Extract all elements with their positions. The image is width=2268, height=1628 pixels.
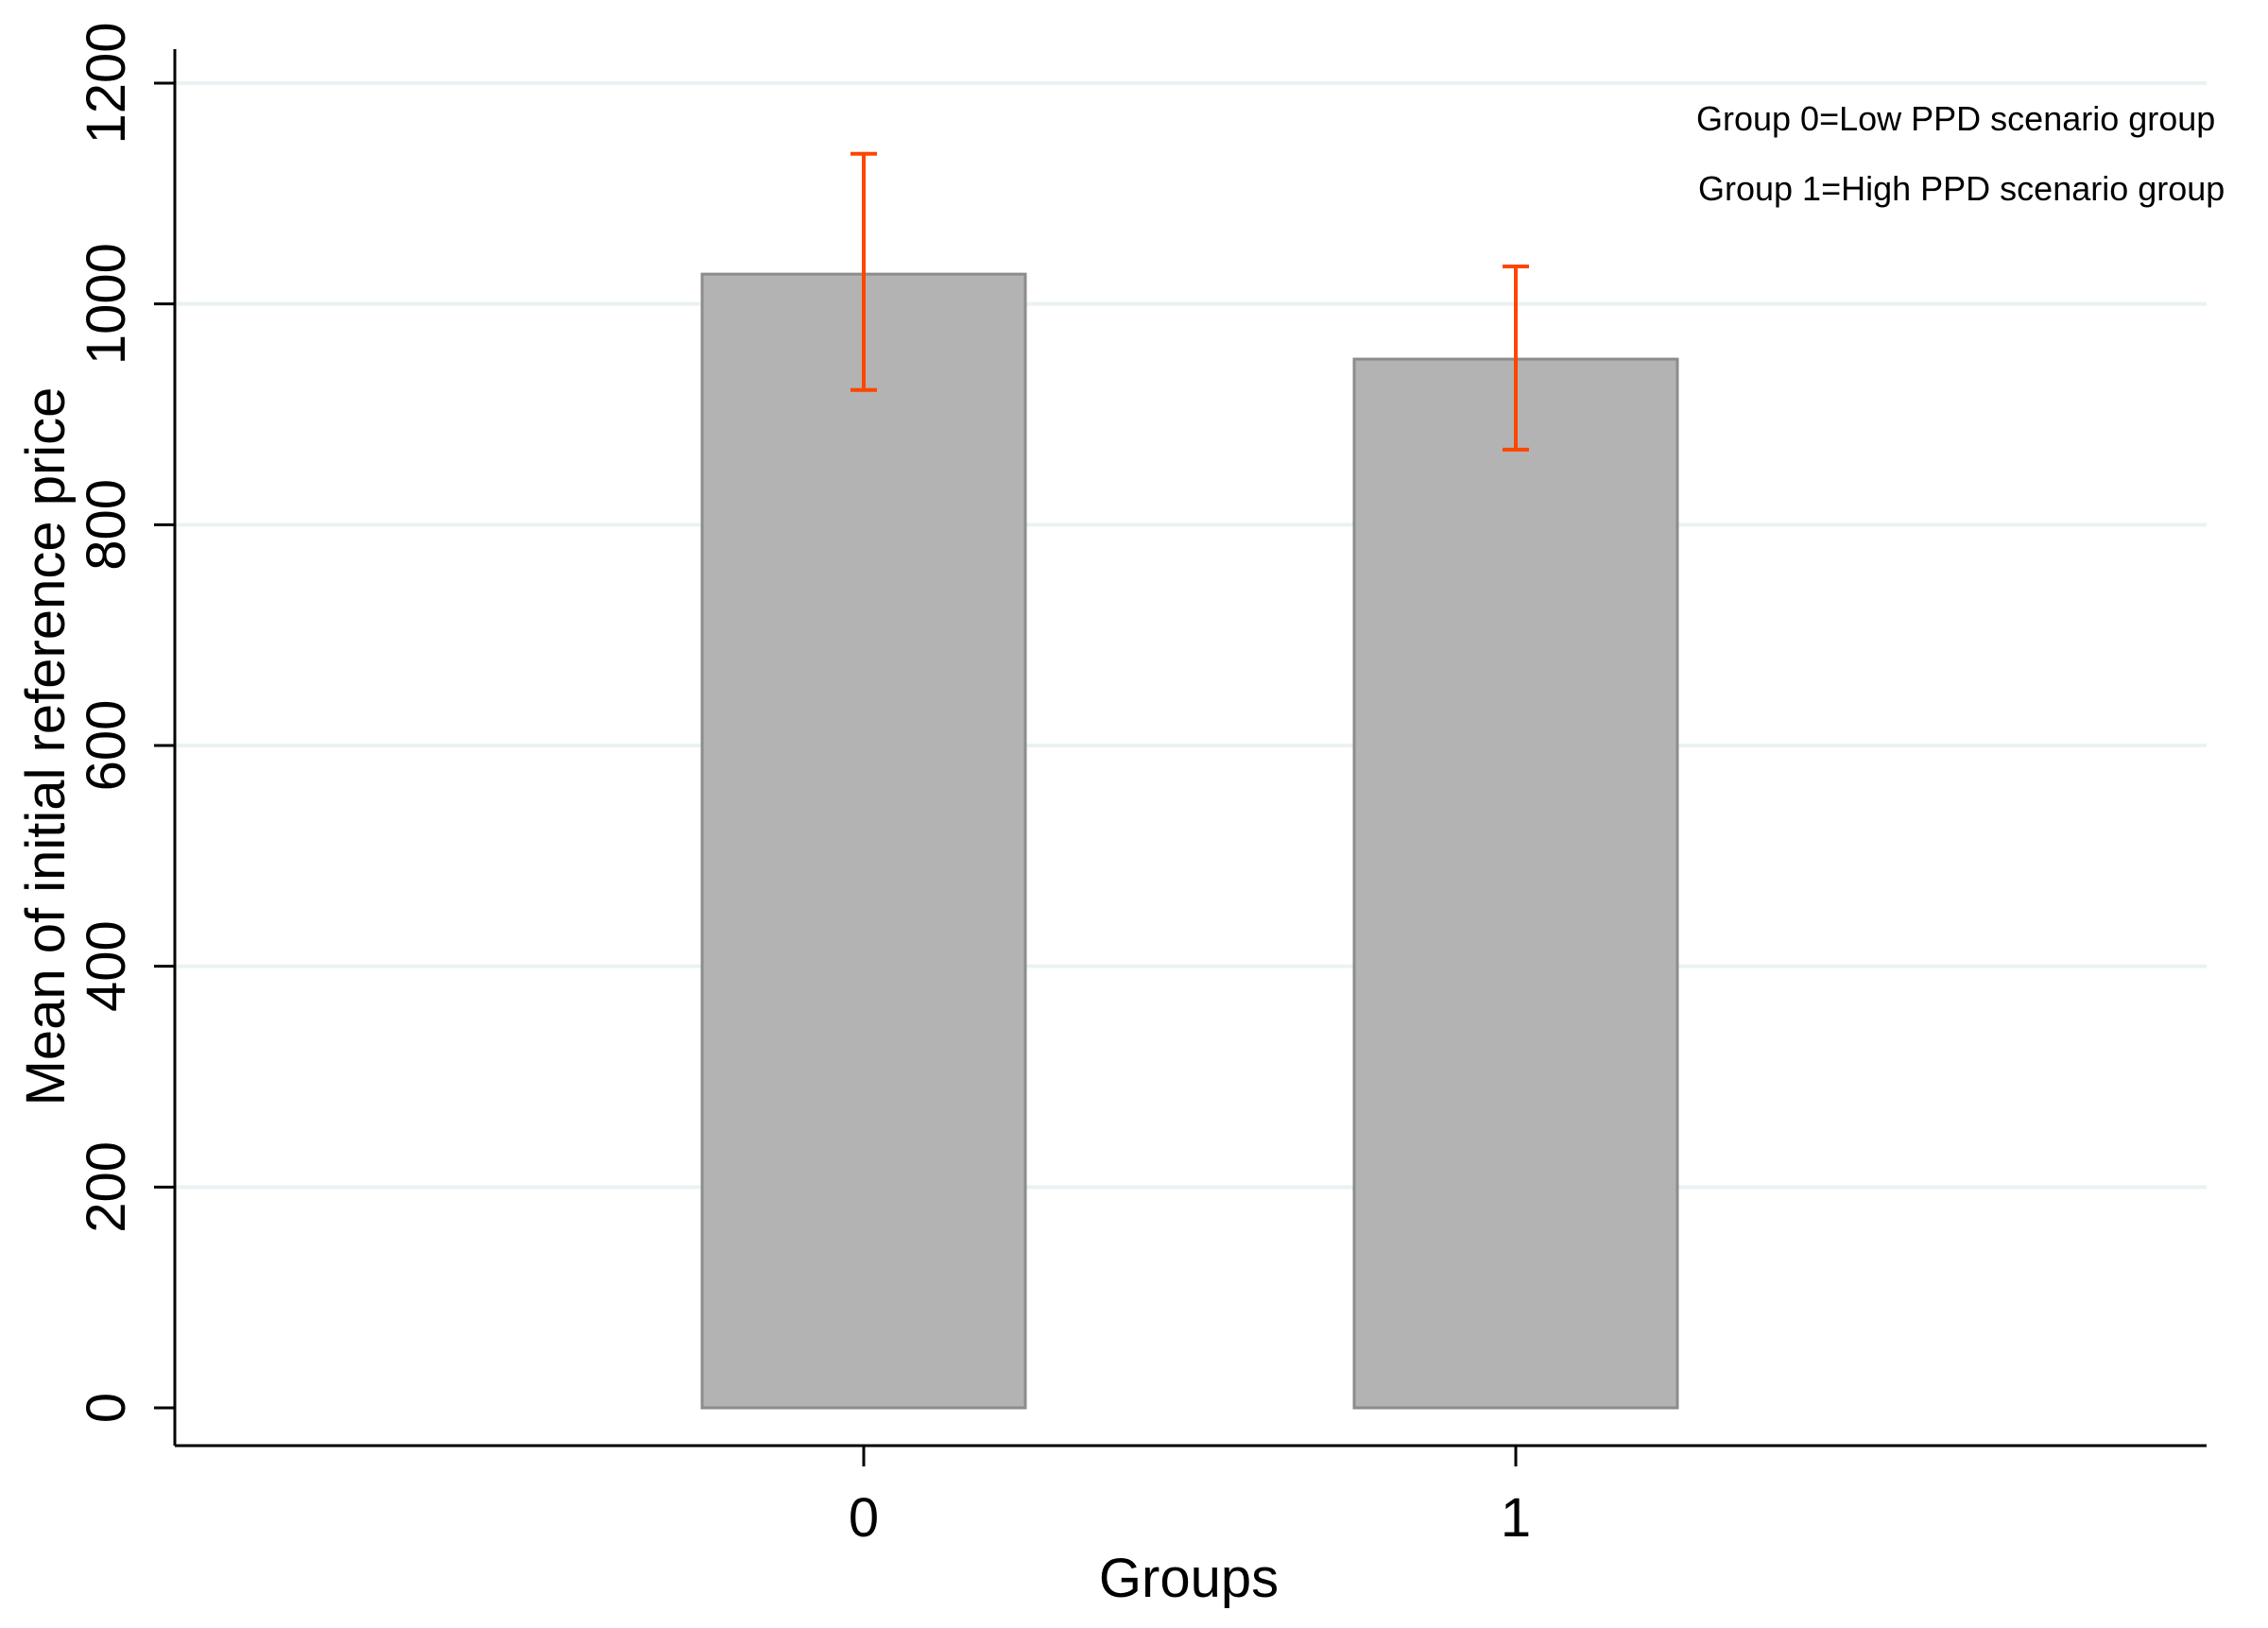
x-tick-label: 0: [849, 1487, 879, 1549]
error-bars: [850, 151, 1529, 452]
bar-group-0: [700, 272, 1027, 1410]
y-tick-labels: 0 200 400 600 800 1000 1200: [76, 22, 137, 1423]
y-tick-label: 1200: [76, 22, 137, 144]
y-tick-label: 600: [76, 700, 137, 792]
y-tick-label: 400: [76, 920, 137, 1012]
y-tick-label: 200: [76, 1141, 137, 1233]
bar-group-1: [1352, 357, 1679, 1410]
legend-note-group-1: Group 1=High PPD scenario group: [1698, 169, 2225, 208]
axes: [154, 49, 2207, 1466]
y-tick-label: 800: [76, 479, 137, 571]
y-tick-label: 0: [76, 1393, 137, 1423]
legend-note-group-0: Group 0=Low PPD scenario group: [1696, 99, 2215, 138]
grid-lines: [175, 81, 2207, 1190]
y-tick-label: 1000: [76, 243, 137, 365]
bars: [700, 272, 1679, 1410]
x-tick-label: 1: [1501, 1487, 1531, 1549]
x-axis-title: Groups: [1099, 1548, 1279, 1609]
y-axis-title: Mean of initial reference price: [15, 387, 77, 1106]
